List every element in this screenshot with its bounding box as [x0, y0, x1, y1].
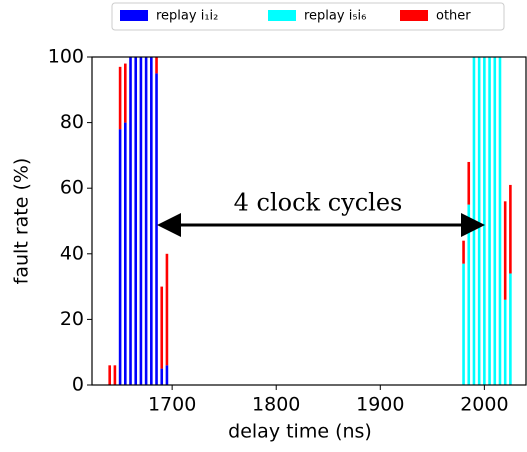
x-tick-label: 2000: [460, 394, 508, 416]
bar-segment: [144, 57, 148, 385]
bar-segment: [118, 129, 122, 385]
bar-segment: [118, 66, 122, 130]
y-tick-label: 0: [72, 374, 84, 396]
bar-segment: [160, 286, 164, 369]
y-tick-label: 60: [60, 177, 84, 199]
bar-segment: [467, 204, 471, 385]
bar-segment: [113, 365, 117, 385]
bar-segment: [467, 161, 471, 205]
x-axis-label: delay time (ns): [228, 421, 372, 443]
bar-segment: [493, 57, 497, 385]
bar-segment: [165, 365, 169, 385]
x-tick-label: 1900: [356, 394, 404, 416]
bar-segment: [509, 273, 512, 385]
legend-swatch: [400, 10, 428, 21]
bar-segment: [160, 368, 164, 385]
bar-segment: [139, 57, 143, 385]
bar-segment: [498, 57, 502, 385]
bar-segment: [503, 299, 507, 385]
legend-box: [111, 2, 505, 31]
bar-segment: [503, 201, 507, 300]
bar-segment: [488, 57, 491, 385]
bar-segment: [472, 57, 476, 385]
bar-segment: [124, 63, 127, 123]
legend-label: other: [436, 9, 471, 24]
bar-segment: [483, 57, 486, 385]
legend-label: replay i₅i₆: [304, 9, 366, 24]
annotation: 4 clock cycles: [234, 189, 403, 217]
bar-segment: [165, 253, 169, 366]
legend-label: replay i₁i₂: [156, 9, 218, 24]
bar-segment: [462, 240, 465, 264]
y-axis-label: fault rate (%): [11, 158, 33, 285]
plot-frame: [91, 56, 527, 386]
y-tick-label: 100: [48, 46, 84, 68]
x-tick-label: 1700: [148, 394, 196, 416]
y-tick-label: 80: [60, 111, 84, 133]
x-tick-label: 1800: [252, 394, 300, 416]
bar-segment: [155, 57, 158, 74]
bar-segment: [509, 184, 512, 274]
y-tick-label: 40: [60, 242, 84, 264]
bar-segment: [462, 263, 465, 385]
legend-swatch: [268, 10, 296, 21]
bar-segment: [150, 57, 153, 385]
y-tick-label: 20: [60, 308, 84, 330]
legend-swatch: [120, 10, 148, 21]
bar-segment: [108, 365, 111, 385]
bar-segment: [155, 73, 158, 386]
bar-segment: [134, 57, 138, 385]
bar-segment: [477, 57, 481, 385]
bar-segment: [129, 57, 132, 385]
bar-segment: [124, 122, 127, 385]
